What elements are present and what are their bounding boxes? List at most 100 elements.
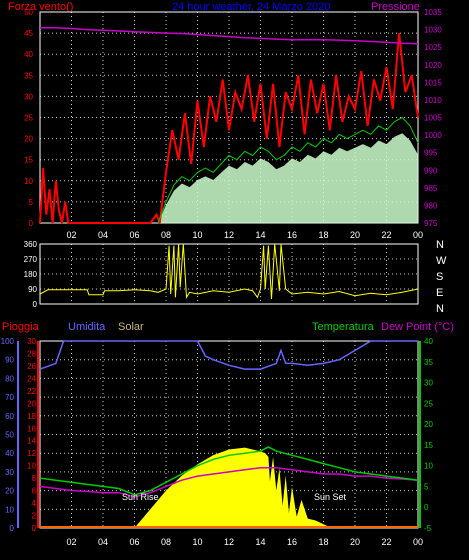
x-tick-label: 22	[381, 537, 391, 547]
direction-frame	[39, 243, 419, 305]
temperature-axis-tick-label: 25	[424, 399, 433, 408]
compass-letter: S	[436, 271, 443, 283]
direction-axis-tick-label: 90	[28, 285, 37, 294]
rain-axis-tick-label: 10	[27, 462, 36, 471]
pressure-axis-tick-label: 1000	[424, 131, 442, 140]
compass-letter: W	[436, 255, 447, 267]
humidity-axis-tick-label: 10	[5, 505, 14, 514]
wind-direction-line	[39, 243, 419, 300]
pressure-axis-tick-label: 1015	[424, 78, 442, 87]
pressure-axis-tick-label: 1005	[424, 114, 442, 123]
rain-axis-tick-label: 28	[27, 349, 36, 358]
pressure-axis-tick-label: 980	[424, 201, 438, 210]
temperature-legend-label: Temperatura	[312, 321, 375, 333]
pressure-axis-tick-label: 975	[424, 219, 438, 228]
wind-axis-tick-label: 25	[24, 114, 33, 123]
pressure-axis-tick-label: 995	[424, 149, 438, 158]
pressure-axis-tick-label: 985	[424, 184, 438, 193]
x-tick-label: 00	[413, 537, 423, 547]
pressure-line	[40, 27, 419, 45]
rain-axis-tick-label: 18	[27, 412, 36, 421]
wind-axis-tick-label: 45	[24, 29, 33, 38]
pressure-axis-tick-label: 990	[424, 166, 438, 175]
x-tick-label: 00	[413, 230, 423, 240]
x-tick-label: 20	[350, 537, 360, 547]
x-tick-label: 06	[129, 230, 139, 240]
wind-axis-tick-label: 40	[24, 50, 33, 59]
wind-axis-tick-label: 35	[24, 71, 33, 80]
rain-axis-tick-label: 8	[32, 474, 37, 483]
dewpoint-legend-label: Dew Point (°C)	[381, 321, 454, 333]
humidity-axis-tick-label: 90	[5, 356, 14, 365]
wind-axis-tick-label: 0	[29, 219, 34, 228]
rain-axis-tick-label: 16	[27, 424, 36, 433]
humidity-legend-label: Umidita	[68, 321, 106, 333]
x-tick-label: 04	[98, 230, 108, 240]
x-tick-label: 20	[350, 230, 360, 240]
pressure-axis-tick-label: 1025	[424, 43, 442, 52]
x-tick-label: 06	[129, 537, 139, 547]
temperature-axis-tick-label: 40	[424, 337, 433, 346]
x-tick-label: 18	[318, 230, 328, 240]
temperature-line	[39, 446, 419, 496]
rain-axis-tick-label: 6	[32, 487, 37, 496]
x-tick-label: 10	[192, 230, 202, 240]
direction-axis-tick-label: 270	[24, 255, 38, 264]
humidity-axis-tick-label: 100	[1, 337, 15, 346]
pressure-axis-tick-label: 1035	[424, 8, 442, 17]
rain-axis-tick-label: 24	[27, 374, 36, 383]
temperature-axis-tick-label: 30	[424, 379, 433, 388]
rain-axis-tick-label: 14	[27, 437, 36, 446]
solar-legend-label: Solar	[118, 321, 144, 333]
humidity-axis-tick-label: 0	[10, 524, 15, 533]
wind-speed-line	[39, 32, 419, 224]
compass-letter: N	[436, 239, 444, 251]
x-tick-label: 16	[287, 230, 297, 240]
x-tick-label: 14	[255, 537, 265, 547]
humidity-axis-tick-label: 20	[5, 487, 14, 496]
rain-legend-label: Pioggia	[2, 321, 40, 333]
compass-letter: N	[436, 303, 444, 315]
x-tick-label: 08	[161, 230, 171, 240]
x-tick-label: 12	[224, 230, 234, 240]
direction-axis-tick-label: 180	[24, 270, 38, 279]
humidity-axis-tick-label: 70	[5, 393, 14, 402]
humidity-axis-tick-label: 30	[5, 468, 14, 477]
humidity-line	[39, 340, 418, 370]
solar-area	[134, 447, 332, 528]
temperature-axis-tick-label: 0	[424, 503, 429, 512]
wind-axis-tick-label: 10	[24, 177, 33, 186]
wind-axis-tick-label: 30	[24, 92, 33, 101]
rain-axis-tick-label: 30	[27, 337, 36, 346]
x-tick-label: 02	[66, 537, 76, 547]
pressure-axis-title: Pressione	[371, 1, 420, 13]
temperature-humidity-panel: Pioggia Umidita Solar Temperatura Dew Po…	[1, 321, 454, 547]
x-tick-label: 12	[224, 537, 234, 547]
sun-rise-annotation: Sun Rise	[122, 492, 159, 502]
direction-axis-tick-label: 360	[24, 240, 38, 249]
wind-axis-title: Forza vento()	[8, 1, 73, 13]
wind-axis-tick-label: 20	[24, 135, 33, 144]
dewpoint-line	[39, 466, 419, 498]
rain-axis-tick-label: 4	[32, 499, 37, 508]
temperature-axis-tick-label: 35	[424, 358, 433, 367]
x-tick-label: 04	[98, 537, 108, 547]
wind-axis-tick-label: 15	[24, 156, 33, 165]
rain-axis-tick-label: 0	[32, 524, 37, 533]
gust-area	[158, 133, 418, 223]
rain-axis-tick-label: 2	[32, 512, 37, 521]
x-tick-label: 16	[287, 537, 297, 547]
pressure-axis-tick-label: 1030	[424, 26, 442, 35]
temperature-axis-tick-label: 10	[424, 462, 433, 471]
rain-axis-tick-label: 20	[27, 399, 36, 408]
humidity-axis-tick-label: 80	[5, 374, 14, 383]
x-tick-label: 22	[381, 230, 391, 240]
temperature-axis-tick-label: -5	[424, 524, 432, 533]
wind-pressure-panel: Forza vento() 24 hour weather, 24 Marzo …	[8, 1, 442, 240]
humidity-axis-tick-label: 60	[5, 412, 14, 421]
wind-average-line	[157, 116, 419, 224]
temperature-axis-tick-label: 20	[424, 420, 433, 429]
temperature-axis-tick-label: 5	[424, 482, 429, 491]
